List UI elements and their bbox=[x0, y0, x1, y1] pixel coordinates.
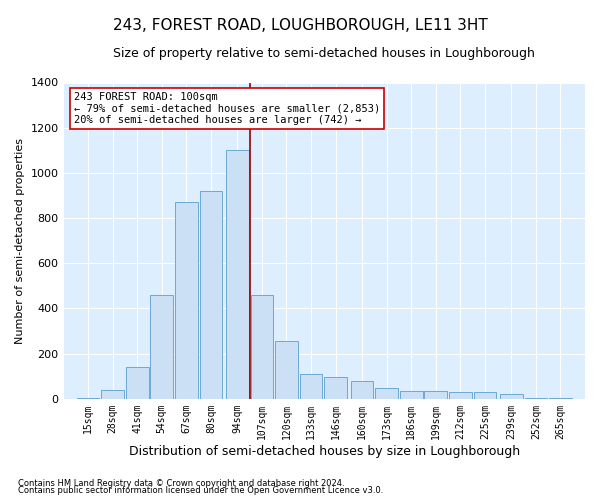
Bar bbox=[351, 381, 373, 399]
Bar bbox=[175, 202, 197, 399]
Bar bbox=[549, 398, 572, 399]
Bar bbox=[226, 150, 248, 399]
Bar bbox=[300, 374, 322, 399]
Bar bbox=[151, 295, 173, 399]
Bar bbox=[126, 367, 149, 399]
Text: 243 FOREST ROAD: 100sqm
← 79% of semi-detached houses are smaller (2,853)
20% of: 243 FOREST ROAD: 100sqm ← 79% of semi-de… bbox=[74, 92, 380, 125]
Bar bbox=[473, 392, 496, 399]
Y-axis label: Number of semi-detached properties: Number of semi-detached properties bbox=[15, 138, 25, 344]
Bar bbox=[77, 398, 100, 399]
Bar bbox=[200, 191, 222, 399]
Text: 243, FOREST ROAD, LOUGHBOROUGH, LE11 3HT: 243, FOREST ROAD, LOUGHBOROUGH, LE11 3HT bbox=[113, 18, 487, 32]
Text: Contains HM Land Registry data © Crown copyright and database right 2024.: Contains HM Land Registry data © Crown c… bbox=[18, 478, 344, 488]
Bar bbox=[101, 390, 124, 399]
Bar bbox=[424, 391, 447, 399]
Bar bbox=[524, 398, 547, 399]
Bar bbox=[251, 295, 273, 399]
Bar bbox=[500, 394, 523, 399]
Bar bbox=[400, 391, 422, 399]
Bar bbox=[375, 388, 398, 399]
Bar bbox=[324, 378, 347, 399]
Title: Size of property relative to semi-detached houses in Loughborough: Size of property relative to semi-detach… bbox=[113, 48, 535, 60]
X-axis label: Distribution of semi-detached houses by size in Loughborough: Distribution of semi-detached houses by … bbox=[129, 444, 520, 458]
Bar bbox=[275, 341, 298, 399]
Bar bbox=[449, 392, 472, 399]
Text: Contains public sector information licensed under the Open Government Licence v3: Contains public sector information licen… bbox=[18, 486, 383, 495]
